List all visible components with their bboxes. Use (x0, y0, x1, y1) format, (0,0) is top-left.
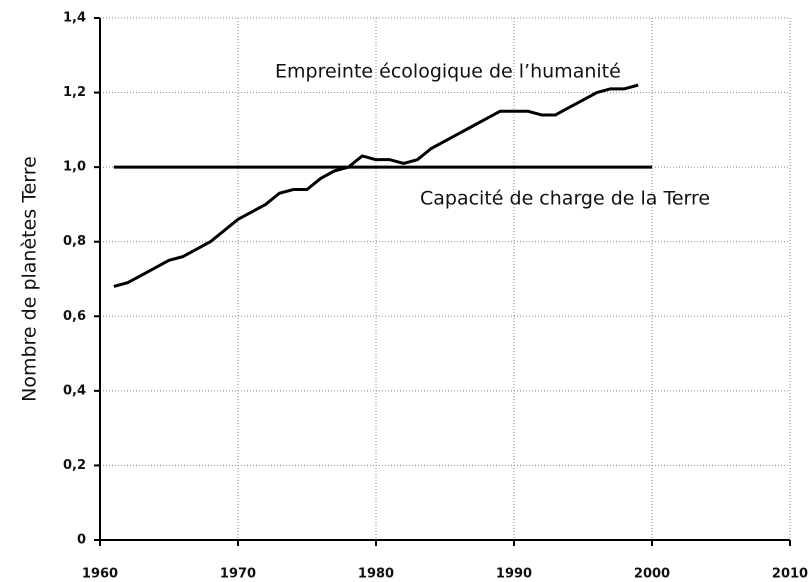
y-tick-label: 0,4 (63, 383, 86, 398)
y-tick-label: 0,8 (63, 234, 86, 249)
annotation: Empreinte écologique de l’humanité (275, 61, 621, 83)
y-tick-label: 0,6 (63, 309, 86, 324)
y-tick-label: 1,0 (63, 160, 86, 175)
y-tick-label: 0 (77, 533, 86, 548)
x-tick-label: 1990 (496, 567, 532, 582)
x-tick-label: 1970 (220, 567, 256, 582)
x-tick-label: 2010 (772, 567, 808, 582)
annotation: Capacité de charge de la Terre (420, 188, 710, 210)
line (113, 83, 639, 288)
y-tick-label: 0,2 (63, 458, 86, 473)
x-tick-label: 1980 (358, 567, 394, 582)
y-tick-label: 1,2 (63, 85, 86, 100)
x-tick-label: 1960 (82, 567, 118, 582)
y-tick-label: 1,4 (63, 11, 86, 26)
x-tick-label: 2000 (634, 567, 670, 582)
y-axis-label: Nombre de planètes Terre (19, 156, 41, 402)
